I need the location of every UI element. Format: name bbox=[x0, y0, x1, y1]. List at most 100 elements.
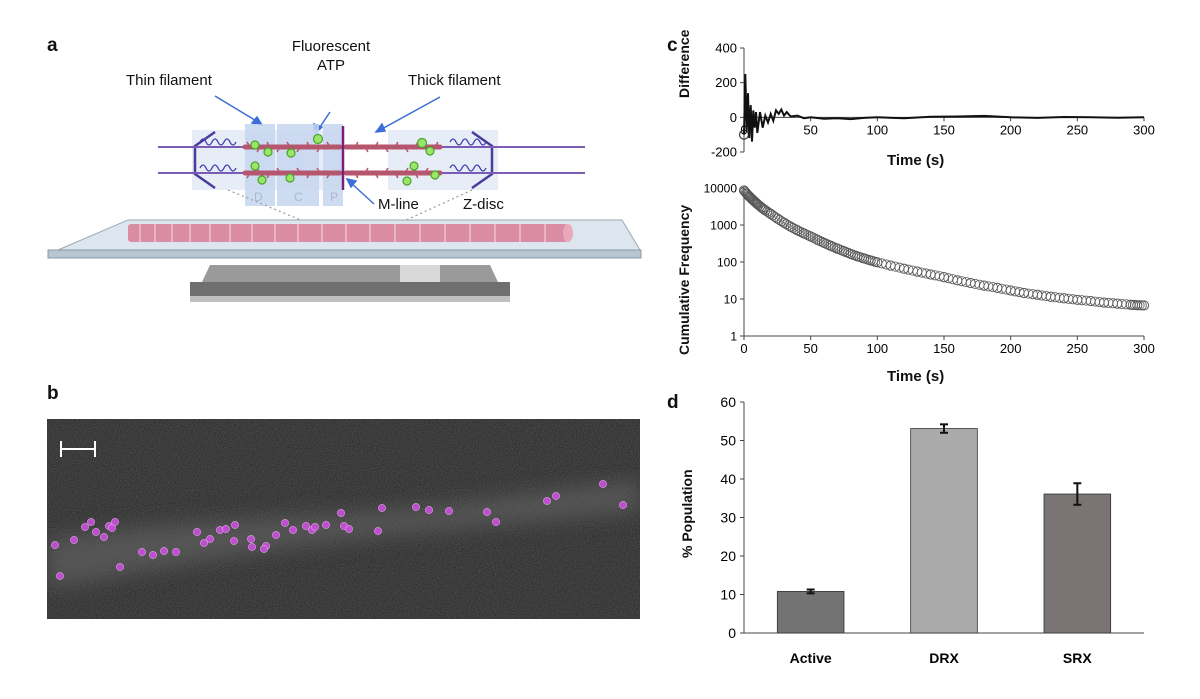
atp-label: ATP bbox=[316, 57, 346, 74]
zone-d-box bbox=[245, 124, 275, 206]
fluorescent-spot bbox=[322, 521, 330, 529]
cumulative-point bbox=[810, 233, 821, 244]
zone-c-box bbox=[277, 124, 319, 206]
y-tick-label: 0 bbox=[728, 625, 736, 641]
y-tick-label: 30 bbox=[720, 510, 736, 526]
cumulative-ylabel: Cumulative Frequency bbox=[676, 204, 692, 355]
cumulative-point bbox=[1063, 293, 1074, 304]
cumulative-series-points bbox=[738, 185, 1150, 311]
y-tick-label: 10 bbox=[724, 293, 738, 307]
muscle-fiber bbox=[128, 224, 573, 242]
cumulative-point bbox=[1136, 300, 1147, 311]
fluorescent-spot bbox=[248, 543, 256, 551]
fluorescent-spot bbox=[412, 503, 420, 511]
cumulative-point bbox=[850, 250, 861, 261]
category-label-srx: SRX bbox=[1063, 650, 1092, 666]
cumulative-point bbox=[1036, 290, 1047, 301]
category-label-drx: DRX bbox=[929, 650, 959, 666]
fluorescent-spot bbox=[378, 504, 386, 512]
cumulative-point bbox=[1130, 300, 1141, 311]
fluorescent-spot bbox=[87, 518, 95, 526]
fluorescent-spot bbox=[111, 518, 119, 526]
difference-ylabel: Difference bbox=[676, 29, 692, 98]
fluorescent-spot bbox=[272, 531, 280, 539]
cumulative-point bbox=[762, 206, 773, 217]
thin-filament-label: Thin filament bbox=[126, 72, 212, 89]
cumulative-point bbox=[814, 235, 825, 246]
y-tick-label: 50 bbox=[720, 433, 736, 449]
y-tick-label: 100 bbox=[717, 256, 737, 270]
fluorescent-atp-dots bbox=[250, 133, 440, 186]
fluorescent-spot bbox=[116, 563, 124, 571]
population-ylabel: % Population bbox=[679, 469, 695, 558]
x-tick-label: 200 bbox=[1000, 122, 1022, 137]
fluorescent-spot bbox=[552, 492, 560, 500]
z-disc-label: Z-disc bbox=[463, 196, 504, 213]
bar-drx bbox=[910, 428, 978, 634]
y-tick-label: 10 bbox=[720, 587, 736, 603]
fluorescent-label: Fluorescent bbox=[291, 38, 371, 55]
fluorescent-spot bbox=[70, 536, 78, 544]
fluorescent-spot bbox=[149, 551, 157, 559]
fluorescent-spot bbox=[281, 519, 289, 527]
y-tick-label: 1000 bbox=[710, 219, 737, 233]
y-tick-label: 10000 bbox=[704, 182, 738, 196]
arrow-thin-filament bbox=[214, 95, 264, 127]
y-tick-label: 60 bbox=[720, 394, 736, 410]
fluorescent-spot bbox=[222, 525, 230, 533]
fluorescent-spot bbox=[619, 501, 627, 509]
cumulative-point bbox=[742, 189, 753, 200]
cumulative-point bbox=[759, 204, 770, 215]
fiber-glow bbox=[47, 481, 640, 589]
cumulative-point bbox=[996, 283, 1007, 294]
y-tick-label: 1 bbox=[730, 330, 737, 344]
cumulative-point bbox=[796, 227, 807, 238]
bar-srx bbox=[1043, 493, 1112, 634]
y-tick-label: 20 bbox=[720, 548, 736, 564]
fluorescent-spot bbox=[483, 508, 491, 516]
fluorescent-spot bbox=[231, 521, 239, 529]
x-tick-label: 250 bbox=[1066, 341, 1088, 356]
cumulative-point bbox=[787, 222, 798, 233]
y-tick-label: 0 bbox=[730, 110, 737, 125]
fluorescent-spot bbox=[200, 539, 208, 547]
fluorescent-spot bbox=[337, 509, 345, 517]
x-tick-label: 50 bbox=[803, 122, 817, 137]
fluorescent-spot bbox=[206, 535, 214, 543]
population-bar-chart: 0 10 20 30 40 50 60 Active DRX SRX bbox=[720, 394, 1144, 666]
fluorescent-spot bbox=[92, 528, 100, 536]
x-tick-label: 300 bbox=[1133, 122, 1155, 137]
cumulative-point bbox=[1090, 296, 1101, 307]
arrow-m-line bbox=[345, 177, 375, 205]
zone-p-box bbox=[323, 124, 343, 206]
cumulative-point bbox=[863, 254, 874, 265]
cumulative-point bbox=[1050, 292, 1061, 303]
x-tick-label: 0 bbox=[740, 341, 747, 356]
fluorescent-spot bbox=[302, 522, 310, 530]
arrow-thick-filament bbox=[374, 96, 441, 133]
fluorescent-spot bbox=[374, 527, 382, 535]
cumulative-point bbox=[803, 230, 814, 241]
cumulative-point bbox=[816, 236, 827, 247]
fluorescence-micrograph bbox=[47, 419, 640, 619]
sarcomere-schematic bbox=[47, 95, 642, 302]
panel-letter-b: b bbox=[47, 383, 59, 404]
cumulative-point bbox=[751, 198, 762, 209]
cumulative-point bbox=[794, 226, 805, 237]
x-tick-label: 100 bbox=[866, 122, 888, 137]
cumulative-point bbox=[903, 264, 914, 275]
cumulative-point bbox=[843, 248, 854, 259]
fluorescent-spot bbox=[138, 548, 146, 556]
cumulative-point bbox=[876, 258, 887, 269]
fluorescent-spot bbox=[425, 506, 433, 514]
x-tick-label: 150 bbox=[933, 341, 955, 356]
thick-filament-label: Thick filament bbox=[408, 72, 501, 89]
fluorescent-spots bbox=[51, 480, 627, 580]
fluorescent-spot bbox=[56, 572, 64, 580]
cumulative-point bbox=[1103, 297, 1114, 308]
fluorescent-spot bbox=[247, 535, 255, 543]
difference-xlabel: Time (s) bbox=[887, 152, 945, 169]
fluorescent-spot bbox=[599, 480, 607, 488]
cumulative-point bbox=[836, 245, 847, 256]
fluorescent-spot bbox=[81, 523, 89, 531]
